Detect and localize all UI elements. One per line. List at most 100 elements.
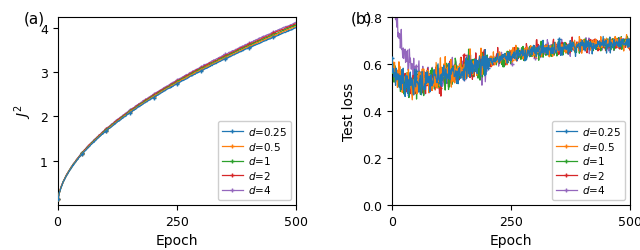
$d$=4 [169, 82, 177, 84]
Text: (a): (a) [24, 12, 45, 27]
$d$=4 [388, 11, 396, 14]
$d$=2 [568, 36, 576, 39]
$d$=4 [518, 56, 525, 59]
$d$=0.25 [627, 41, 634, 44]
Line: $d$=2: $d$=2 [56, 22, 299, 202]
$d$=2 [168, 83, 175, 86]
$d$=1 [621, 43, 629, 46]
$d$=0.25 [250, 46, 257, 48]
$d$=0.25 [183, 78, 191, 81]
$d$=4 [627, 42, 634, 45]
$d$=1 [388, 62, 396, 65]
$d$=1 [287, 27, 294, 30]
$d$=2 [292, 23, 300, 26]
$d$=0.25 [502, 58, 509, 61]
$d$=0.25 [388, 57, 396, 60]
$d$=1 [502, 59, 509, 62]
Line: $d$=4: $d$=4 [56, 20, 299, 201]
$d$=0.5 [518, 52, 525, 54]
$d$=0.5 [621, 44, 629, 47]
$d$=2 [196, 68, 204, 71]
$d$=0.5 [292, 26, 300, 29]
Line: $d$=0.25: $d$=0.25 [56, 26, 299, 202]
$d$=0.25 [401, 96, 409, 98]
$d$=1 [531, 55, 538, 58]
$d$=1 [623, 35, 630, 38]
$d$=2 [292, 23, 300, 26]
$d$=0.5 [504, 64, 511, 67]
$d$=1 [168, 84, 175, 87]
$d$=0.5 [196, 70, 204, 73]
$d$=1 [54, 197, 62, 200]
$d$=1 [183, 76, 191, 79]
$d$=0.5 [54, 198, 62, 201]
Line: $d$=0.5: $d$=0.5 [56, 25, 299, 202]
$d$=4 [584, 43, 592, 46]
$d$=0.5 [169, 84, 177, 87]
$d$=4 [183, 74, 191, 77]
$d$=4 [250, 40, 257, 43]
Y-axis label: $J^2$: $J^2$ [13, 104, 35, 118]
$d$=0.5 [623, 34, 630, 37]
$d$=2 [622, 47, 630, 50]
$d$=4 [196, 67, 204, 70]
$d$=2 [437, 95, 445, 98]
$d$=4 [421, 93, 429, 96]
$d$=2 [531, 57, 538, 60]
$d$=0.25 [518, 48, 525, 51]
Line: $d$=1: $d$=1 [390, 34, 633, 102]
$d$=0.5 [408, 99, 416, 102]
$d$=0.25 [292, 27, 300, 30]
$d$=0.5 [287, 28, 294, 31]
Line: $d$=0.25: $d$=0.25 [390, 35, 633, 100]
$d$=1 [250, 43, 257, 46]
$d$=4 [168, 82, 175, 86]
$d$=0.25 [196, 71, 204, 74]
$d$=1 [584, 43, 592, 46]
Line: $d$=0.5: $d$=0.5 [390, 33, 633, 103]
$d$=4 [502, 60, 509, 62]
X-axis label: Epoch: Epoch [490, 233, 532, 247]
$d$=4 [54, 198, 62, 200]
Line: $d$=2: $d$=2 [390, 36, 633, 99]
$d$=1 [196, 68, 204, 71]
$d$=0.25 [504, 62, 511, 66]
Line: $d$=4: $d$=4 [390, 10, 633, 97]
Line: $d$=1: $d$=1 [56, 24, 299, 201]
$d$=0.25 [54, 198, 62, 201]
$d$=4 [504, 59, 511, 62]
$d$=2 [388, 79, 396, 82]
$d$=1 [518, 47, 525, 50]
$d$=1 [627, 42, 634, 45]
$d$=0.25 [584, 41, 592, 44]
$d$=2 [183, 75, 191, 78]
$d$=1 [169, 84, 177, 86]
$d$=2 [250, 42, 257, 45]
$d$=0.5 [627, 42, 634, 45]
$d$=0.5 [183, 76, 191, 80]
$d$=2 [287, 25, 294, 28]
$d$=0.5 [168, 85, 175, 88]
Text: (b): (b) [351, 12, 372, 27]
$d$=2 [169, 83, 177, 86]
Legend: $d$=0.25, $d$=0.5, $d$=1, $d$=2, $d$=4: $d$=0.25, $d$=0.5, $d$=1, $d$=2, $d$=4 [552, 122, 625, 200]
$d$=2 [54, 198, 62, 201]
$d$=4 [287, 25, 294, 28]
$d$=0.5 [388, 62, 396, 64]
$d$=2 [584, 46, 592, 48]
$d$=0.25 [169, 86, 177, 89]
$d$=1 [292, 25, 300, 28]
$d$=2 [627, 39, 634, 42]
$d$=0.5 [584, 46, 592, 49]
$d$=0.5 [502, 62, 509, 65]
$d$=4 [621, 40, 629, 43]
$d$=4 [531, 53, 538, 56]
$d$=0.5 [250, 44, 257, 47]
$d$=1 [292, 24, 300, 27]
$d$=0.25 [168, 86, 175, 89]
$d$=1 [504, 50, 511, 53]
$d$=2 [518, 48, 525, 51]
$d$=0.25 [622, 42, 630, 44]
X-axis label: Epoch: Epoch [156, 233, 198, 247]
$d$=4 [292, 21, 300, 24]
